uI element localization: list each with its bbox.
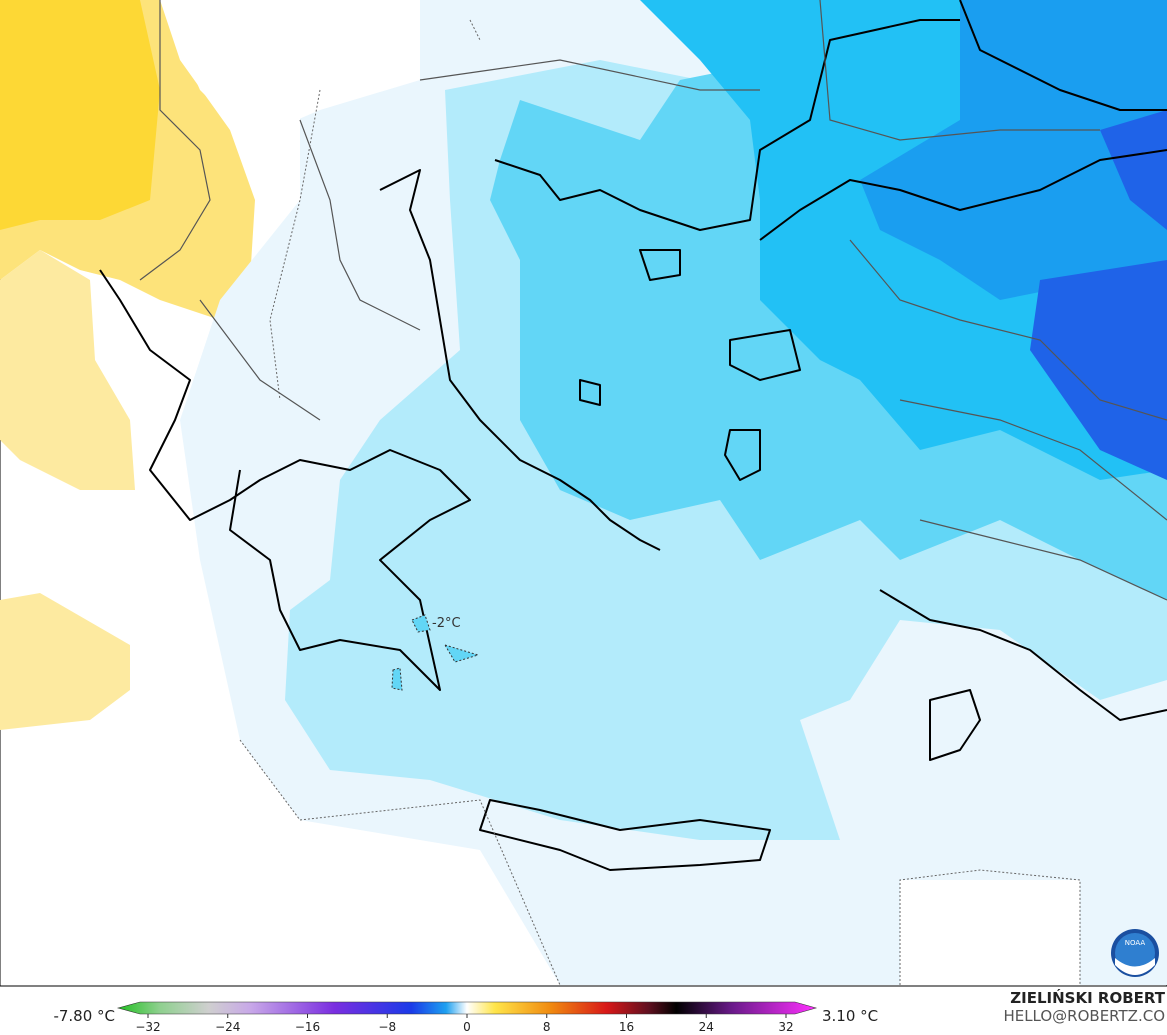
email: HELLO@ROBERTZ.CO [1003,1007,1165,1025]
logo-text: NOAA [1125,939,1146,947]
colorbar-tick-label: 24 [699,1020,714,1034]
colorbar-tick-label: −32 [135,1020,160,1034]
colorbar-tick-label: −24 [215,1020,240,1034]
colorbar-gradient [116,1001,818,1015]
colorbar-tick-label: 0 [463,1020,471,1034]
author: ZIELIŃSKI ROBERT [1010,988,1165,1007]
map-area: -2°C NOAA [0,0,1167,987]
colorbar-tick-label: 32 [778,1020,793,1034]
colorbar-max: 3.10 °C [822,1007,878,1025]
colorbar-min: -7.80 °C [53,1007,115,1025]
colorbar-tick-label: −8 [378,1020,396,1034]
colorbar: -7.80 °C 3.10 °C −32 −24 −16 −8 0 8 16 24 32 [53,1001,878,1034]
noaa-logo: NOAA [1111,929,1159,977]
contour-label: -2°C [432,616,461,631]
colorbar-tick-label: 16 [619,1020,634,1034]
colorbar-tick-label: 8 [543,1020,551,1034]
colorbar-tick-label: −16 [295,1020,320,1034]
